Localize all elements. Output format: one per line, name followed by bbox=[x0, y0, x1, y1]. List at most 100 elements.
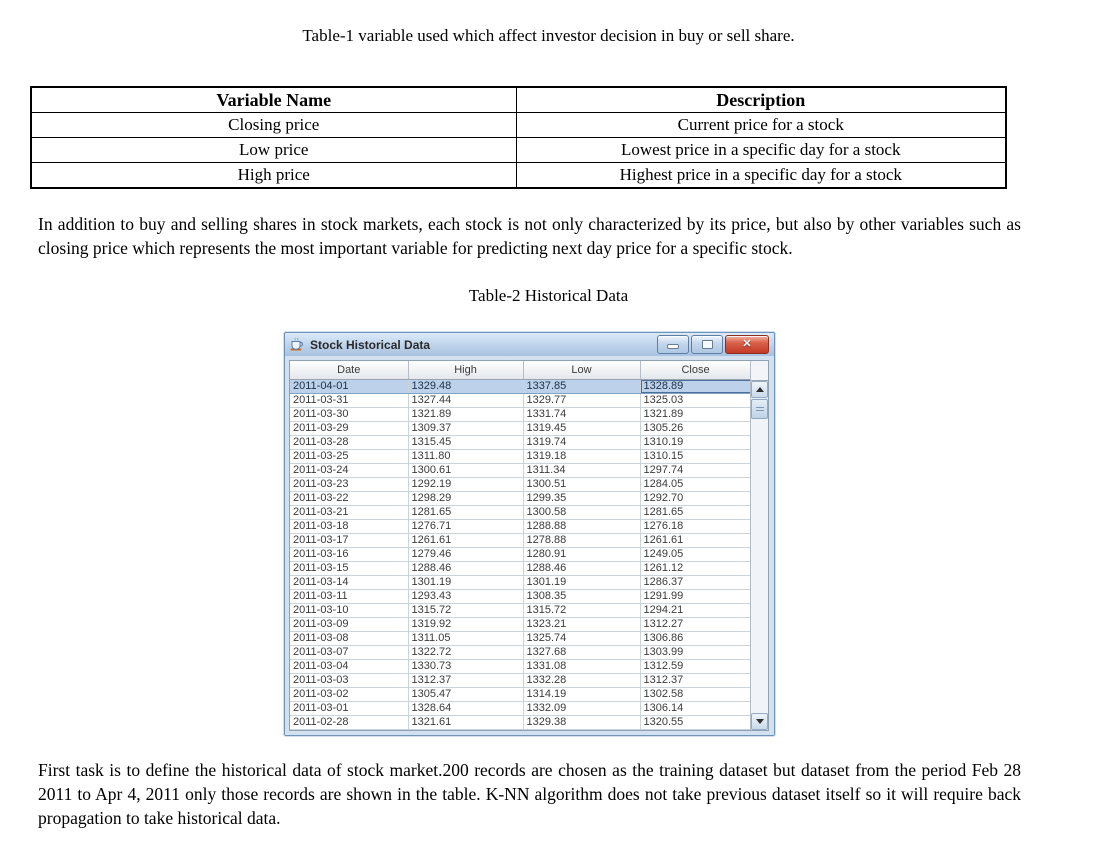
table-row[interactable]: 2011-03-25 1311.80 1319.18 1310.15 bbox=[290, 449, 751, 464]
cell-date[interactable]: 2011-03-10 bbox=[290, 603, 409, 618]
table-row[interactable]: 2011-03-30 1321.89 1331.74 1321.89 bbox=[290, 407, 751, 422]
cell-high[interactable]: 1279.46 bbox=[408, 547, 524, 562]
cell-high[interactable]: 1315.72 bbox=[408, 603, 524, 618]
cell-low[interactable]: 1278.88 bbox=[523, 533, 641, 548]
scrollbar-track[interactable] bbox=[751, 419, 768, 713]
cell-high[interactable]: 1281.65 bbox=[408, 505, 524, 520]
scrollbar-thumb[interactable] bbox=[751, 399, 768, 419]
cell-date[interactable]: 2011-03-18 bbox=[290, 519, 409, 534]
cell-low[interactable]: 1288.46 bbox=[523, 561, 641, 576]
table-row[interactable]: 2011-03-04 1330.73 1331.08 1312.59 bbox=[290, 659, 751, 674]
cell-close[interactable]: 1294.21 bbox=[640, 603, 751, 618]
table-row[interactable]: 2011-04-01 1329.48 1337.85 1328.89 bbox=[290, 379, 751, 394]
cell-date[interactable]: 2011-03-16 bbox=[290, 547, 409, 562]
table-row[interactable]: 2011-03-24 1300.61 1311.34 1297.74 bbox=[290, 463, 751, 478]
table-row[interactable]: 2011-03-17 1261.61 1278.88 1261.61 bbox=[290, 533, 751, 548]
table-row[interactable]: 2011-03-09 1319.92 1323.21 1312.27 bbox=[290, 617, 751, 632]
cell-close[interactable]: 1291.99 bbox=[640, 589, 751, 604]
cell-close[interactable]: 1306.86 bbox=[640, 631, 751, 646]
cell-close[interactable]: 1286.37 bbox=[640, 575, 751, 590]
table-row[interactable]: 2011-03-21 1281.65 1300.58 1281.65 bbox=[290, 505, 751, 520]
table-row[interactable]: 2011-03-22 1298.29 1299.35 1292.70 bbox=[290, 491, 751, 506]
cell-high[interactable]: 1327.44 bbox=[408, 393, 524, 408]
cell-high[interactable]: 1319.92 bbox=[408, 617, 524, 632]
cell-close[interactable]: 1276.18 bbox=[640, 519, 751, 534]
cell-low[interactable]: 1319.45 bbox=[523, 421, 641, 436]
cell-low[interactable]: 1315.72 bbox=[523, 603, 641, 618]
table-row[interactable]: 2011-03-11 1293.43 1308.35 1291.99 bbox=[290, 589, 751, 604]
cell-date[interactable]: 2011-03-29 bbox=[290, 421, 409, 436]
cell-high[interactable]: 1330.73 bbox=[408, 659, 524, 674]
cell-date[interactable]: 2011-03-14 bbox=[290, 575, 409, 590]
cell-high[interactable]: 1301.19 bbox=[408, 575, 524, 590]
cell-close[interactable]: 1249.05 bbox=[640, 547, 751, 562]
cell-high[interactable]: 1321.61 bbox=[408, 715, 524, 730]
cell-high[interactable]: 1315.45 bbox=[408, 435, 524, 450]
cell-close[interactable]: 1312.37 bbox=[640, 673, 751, 688]
cell-low[interactable]: 1299.35 bbox=[523, 491, 641, 506]
scroll-down-button[interactable] bbox=[751, 713, 768, 730]
cell-low[interactable]: 1319.74 bbox=[523, 435, 641, 450]
cell-high[interactable]: 1328.64 bbox=[408, 701, 524, 716]
column-header-date[interactable]: Date bbox=[290, 361, 409, 380]
table-row[interactable]: 2011-03-23 1292.19 1300.51 1284.05 bbox=[290, 477, 751, 492]
cell-date[interactable]: 2011-03-15 bbox=[290, 561, 409, 576]
cell-low[interactable]: 1331.08 bbox=[523, 659, 641, 674]
column-header-close[interactable]: Close bbox=[640, 361, 751, 380]
cell-date[interactable]: 2011-03-23 bbox=[290, 477, 409, 492]
cell-high[interactable]: 1329.48 bbox=[408, 379, 524, 394]
cell-date[interactable]: 2011-03-02 bbox=[290, 687, 409, 702]
cell-low[interactable]: 1323.21 bbox=[523, 617, 641, 632]
table-row[interactable]: 2011-03-15 1288.46 1288.46 1261.12 bbox=[290, 561, 751, 576]
table-row[interactable]: 2011-03-31 1327.44 1329.77 1325.03 bbox=[290, 393, 751, 408]
table-row[interactable]: 2011-03-03 1312.37 1332.28 1312.37 bbox=[290, 673, 751, 688]
cell-low[interactable]: 1331.74 bbox=[523, 407, 641, 422]
cell-close[interactable]: 1261.12 bbox=[640, 561, 751, 576]
cell-high[interactable]: 1292.19 bbox=[408, 477, 524, 492]
cell-date[interactable]: 2011-03-25 bbox=[290, 449, 409, 464]
cell-high[interactable]: 1322.72 bbox=[408, 645, 524, 660]
cell-close[interactable]: 1297.74 bbox=[640, 463, 751, 478]
table-row[interactable]: 2011-03-14 1301.19 1301.19 1286.37 bbox=[290, 575, 751, 590]
cell-high[interactable]: 1288.46 bbox=[408, 561, 524, 576]
table-row[interactable]: 2011-03-02 1305.47 1314.19 1302.58 bbox=[290, 687, 751, 702]
cell-low[interactable]: 1329.77 bbox=[523, 393, 641, 408]
table-row[interactable]: 2011-03-29 1309.37 1319.45 1305.26 bbox=[290, 421, 751, 436]
cell-low[interactable]: 1325.74 bbox=[523, 631, 641, 646]
cell-low[interactable]: 1332.28 bbox=[523, 673, 641, 688]
cell-close[interactable]: 1305.26 bbox=[640, 421, 751, 436]
table-row[interactable]: 2011-03-16 1279.46 1280.91 1249.05 bbox=[290, 547, 751, 562]
cell-date[interactable]: 2011-04-01 bbox=[290, 379, 409, 394]
cell-close[interactable]: 1325.03 bbox=[640, 393, 751, 408]
cell-close[interactable]: 1261.61 bbox=[640, 533, 751, 548]
cell-close[interactable]: 1281.65 bbox=[640, 505, 751, 520]
cell-high[interactable]: 1309.37 bbox=[408, 421, 524, 436]
cell-low[interactable]: 1308.35 bbox=[523, 589, 641, 604]
window-titlebar[interactable]: Stock Historical Data ✕ bbox=[285, 333, 774, 357]
cell-low[interactable]: 1311.34 bbox=[523, 463, 641, 478]
cell-close[interactable]: 1321.89 bbox=[640, 407, 751, 422]
maximize-button[interactable] bbox=[691, 335, 723, 354]
cell-high[interactable]: 1312.37 bbox=[408, 673, 524, 688]
cell-date[interactable]: 2011-03-31 bbox=[290, 393, 409, 408]
cell-high[interactable]: 1321.89 bbox=[408, 407, 524, 422]
cell-low[interactable]: 1300.58 bbox=[523, 505, 641, 520]
cell-close[interactable]: 1310.19 bbox=[640, 435, 751, 450]
cell-close[interactable]: 1306.14 bbox=[640, 701, 751, 716]
cell-date[interactable]: 2011-03-03 bbox=[290, 673, 409, 688]
cell-close[interactable]: 1302.58 bbox=[640, 687, 751, 702]
cell-high[interactable]: 1261.61 bbox=[408, 533, 524, 548]
cell-high[interactable]: 1300.61 bbox=[408, 463, 524, 478]
minimize-button[interactable] bbox=[657, 335, 689, 354]
table-row[interactable]: 2011-03-10 1315.72 1315.72 1294.21 bbox=[290, 603, 751, 618]
table-row[interactable]: 2011-03-18 1276.71 1288.88 1276.18 bbox=[290, 519, 751, 534]
cell-date[interactable]: 2011-02-28 bbox=[290, 715, 409, 730]
column-header-high[interactable]: High bbox=[408, 361, 524, 380]
cell-date[interactable]: 2011-03-09 bbox=[290, 617, 409, 632]
cell-low[interactable]: 1319.18 bbox=[523, 449, 641, 464]
cell-date[interactable]: 2011-03-07 bbox=[290, 645, 409, 660]
cell-low[interactable]: 1332.09 bbox=[523, 701, 641, 716]
table-row[interactable]: 2011-03-28 1315.45 1319.74 1310.19 bbox=[290, 435, 751, 450]
cell-close[interactable]: 1303.99 bbox=[640, 645, 751, 660]
column-header-low[interactable]: Low bbox=[523, 361, 641, 380]
